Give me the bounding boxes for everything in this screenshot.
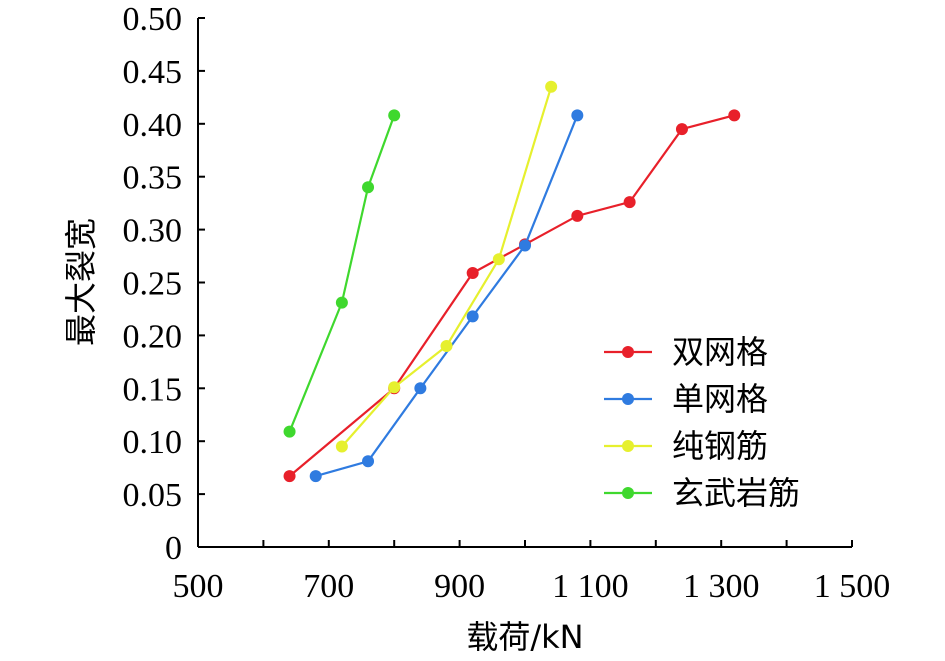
data-point	[440, 339, 453, 352]
y-ticks: 0 0.05 0.10 0.15 0.20 0.25 0.30 0.35 0.40 0.45 0.5…	[123, 1, 205, 567]
y-tick-label: 0.10	[123, 424, 183, 461]
series-line	[288, 114, 396, 433]
y-tick-label: 0.50	[123, 1, 183, 38]
data-point	[728, 109, 741, 122]
legend-label: 纯钢筋	[672, 427, 768, 465]
data-point	[335, 440, 348, 453]
data-point	[466, 266, 479, 279]
series-layer	[283, 80, 741, 483]
series-line	[315, 114, 579, 478]
data-point	[466, 310, 479, 323]
data-point	[623, 196, 636, 209]
y-axis-label: 最大裂宽	[62, 218, 100, 346]
x-ticks: 500 700 900 1 100 1 300 1 500	[173, 540, 891, 605]
legend-item: 双网格	[604, 333, 768, 371]
y-tick-label: 0	[165, 530, 182, 567]
y-tick-label: 0.05	[123, 477, 183, 514]
legend-item: 单网格	[604, 380, 768, 418]
data-point	[571, 209, 584, 222]
legend-label: 单网格	[672, 380, 768, 418]
series-2	[335, 80, 558, 453]
legend-label: 玄武岩筋	[672, 474, 800, 512]
data-point	[388, 109, 401, 122]
data-point	[675, 123, 688, 136]
data-point	[362, 455, 375, 468]
x-tick-label: 1 500	[814, 568, 891, 605]
data-point	[283, 425, 296, 438]
y-tick-label: 0.45	[123, 54, 183, 91]
legend-marker	[622, 440, 634, 452]
data-point	[414, 382, 427, 395]
data-point	[362, 181, 375, 194]
x-tick-label: 1 300	[683, 568, 760, 605]
axes	[197, 18, 852, 548]
y-tick-label: 0.20	[123, 318, 183, 355]
data-point	[309, 470, 322, 483]
legend-item: 玄武岩筋	[604, 474, 800, 512]
series-1	[309, 109, 584, 483]
legend-marker	[622, 393, 634, 405]
x-tick-label: 500	[173, 568, 224, 605]
data-point	[335, 296, 348, 309]
legend-label: 双网格	[672, 333, 768, 371]
legend-marker	[622, 346, 634, 358]
x-tick-label: 1 100	[552, 568, 629, 605]
legend-item: 纯钢筋	[604, 427, 768, 465]
data-point	[388, 381, 401, 394]
series-line	[341, 86, 553, 448]
series-line	[288, 114, 735, 477]
y-tick-label: 0.35	[123, 160, 183, 197]
y-tick-label: 0.25	[123, 266, 183, 303]
legend-marker	[622, 487, 634, 499]
y-tick-label: 0.30	[123, 213, 183, 250]
data-point	[545, 80, 558, 93]
data-point	[492, 253, 505, 266]
x-axis-label: 载荷/kN	[466, 618, 583, 656]
data-point	[571, 109, 584, 122]
y-tick-label: 0.40	[123, 107, 183, 144]
x-tick-label: 700	[303, 568, 354, 605]
x-tick-label: 900	[434, 568, 485, 605]
y-tick-label: 0.15	[123, 371, 183, 408]
series-3	[283, 109, 401, 438]
data-point	[283, 470, 296, 483]
data-point	[519, 239, 531, 252]
